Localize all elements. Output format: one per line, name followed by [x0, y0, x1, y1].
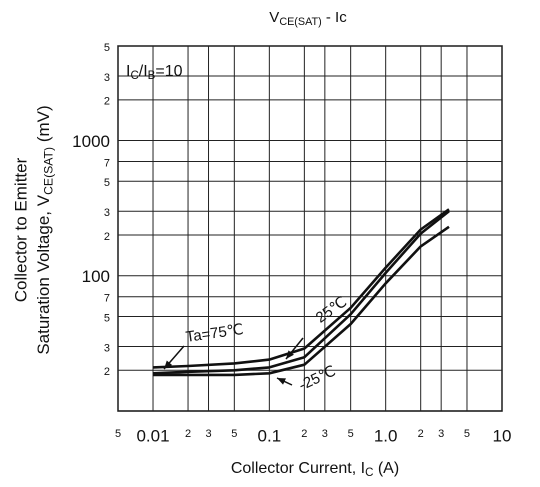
- series-label: Ta=75℃: [185, 321, 245, 346]
- y-tick-label: 1000: [72, 132, 110, 151]
- x-tick-label: 1.0: [374, 426, 398, 445]
- chart-title: VCE(SAT) - Ic: [269, 9, 347, 28]
- y-axis-label: Saturation Voltage, VCE(SAT) (mV): [34, 105, 55, 354]
- subscript: C: [365, 467, 373, 479]
- y-axis-label: Collector to Emitter: [11, 157, 30, 302]
- x-tick-label: 3: [438, 428, 444, 440]
- subscript: C: [130, 70, 138, 82]
- arrow-head: [277, 378, 286, 385]
- y-tick-label: 2: [104, 231, 110, 243]
- x-tick-label: 2: [185, 428, 191, 440]
- x-tick-label: 2: [301, 428, 307, 440]
- x-tick-label: 2: [418, 428, 424, 440]
- y-tick-label: 2: [104, 96, 110, 108]
- text-part: (mV): [34, 105, 53, 147]
- series-line: [152, 208, 450, 369]
- subscript: CE(SAT): [279, 16, 321, 28]
- subscript: CE(SAT): [41, 147, 55, 195]
- arrow-head: [286, 350, 294, 359]
- y-tick-label: 100: [82, 267, 110, 286]
- x-tick-label: 0.01: [136, 426, 169, 445]
- arrow-head: [164, 360, 173, 369]
- y-tick-label: 2: [104, 366, 110, 378]
- annotation: IC/IB=10: [126, 63, 183, 82]
- text-part: Collector Current, I: [231, 460, 365, 477]
- y-tick-label: 7: [104, 293, 110, 305]
- y-tick-label: 5: [104, 42, 110, 54]
- x-tick-label: 3: [322, 428, 328, 440]
- text-part: - Ic: [322, 9, 347, 26]
- x-tick-label: 5: [464, 428, 470, 440]
- x-tick-label: 5: [115, 428, 121, 440]
- y-tick-label: 5: [104, 312, 110, 324]
- series-line: [153, 225, 450, 377]
- subscript: B: [148, 70, 156, 82]
- series-label: -25℃: [296, 363, 338, 395]
- text-part: I: [126, 63, 130, 80]
- annotation-bg: [119, 56, 215, 90]
- text-part: /I: [139, 63, 148, 80]
- y-tick-label: 3: [104, 72, 110, 84]
- y-tick-label: 3: [104, 342, 110, 354]
- y-tick-label: 7: [104, 157, 110, 169]
- y-tick-label: 5: [104, 177, 110, 189]
- text-part: Saturation Voltage, V: [34, 194, 53, 354]
- x-tick-label: 5: [231, 428, 237, 440]
- x-tick-label: 3: [205, 428, 211, 440]
- x-tick-label: 10: [493, 426, 512, 445]
- text-part: V: [269, 9, 279, 26]
- text-part: (A): [373, 460, 399, 477]
- text-part: =10: [155, 63, 182, 80]
- y-tick-label: 3: [104, 207, 110, 219]
- series-line: [152, 210, 450, 375]
- x-axis-label: Collector Current, IC (A): [231, 460, 399, 479]
- x-tick-label: 0.1: [258, 426, 282, 445]
- x-tick-label: 5: [348, 428, 354, 440]
